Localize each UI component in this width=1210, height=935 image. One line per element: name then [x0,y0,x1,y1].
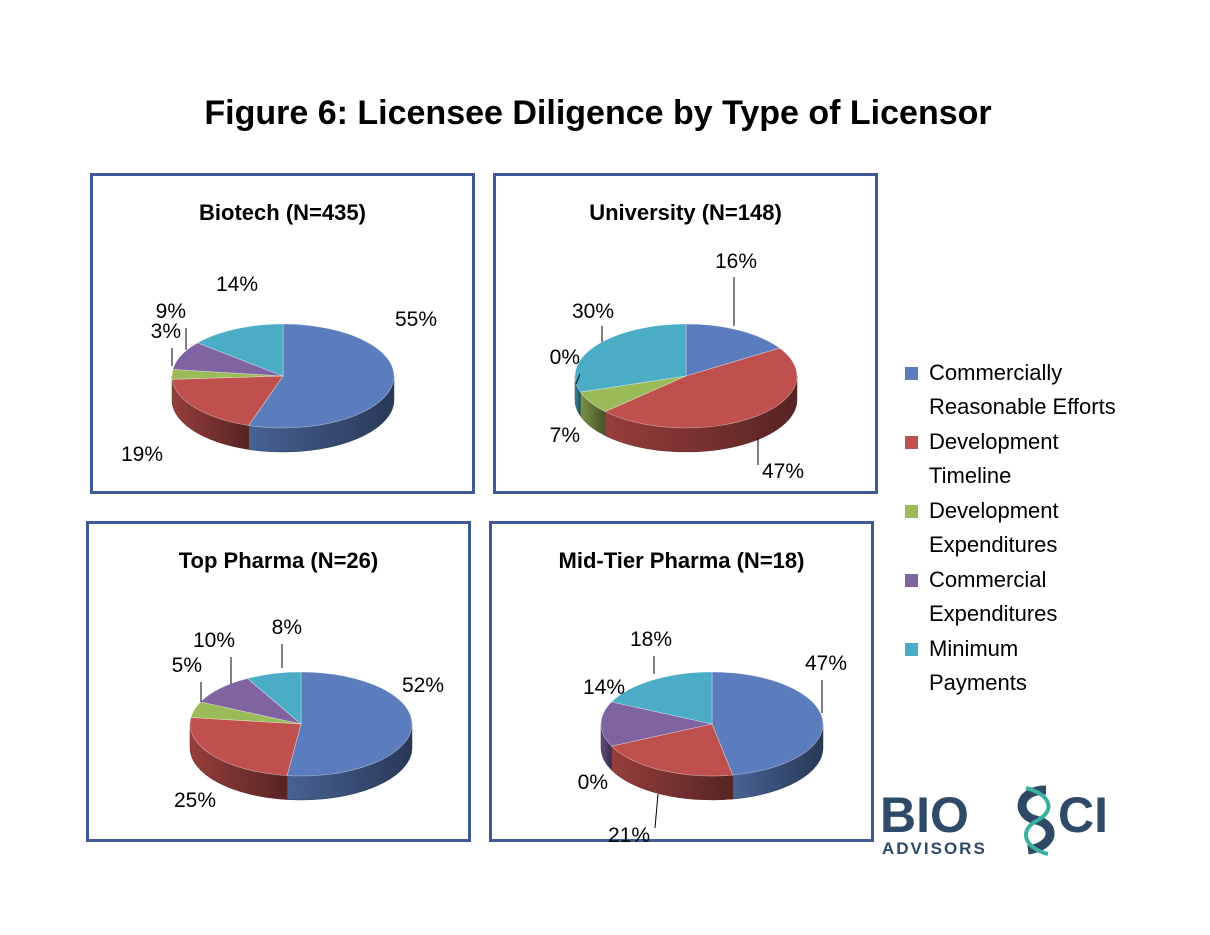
leader-line [654,793,659,829]
data-label: 25% [174,789,216,812]
data-label: 0% [550,346,580,369]
pie-slice-0 [248,323,395,429]
data-label: 55% [395,308,437,331]
logo-subtext: ADVISORS [882,839,987,858]
data-label: 52% [402,674,444,697]
pie-slice-4 [610,671,713,725]
legend-swatch [905,505,918,518]
pie-slice-4 [246,671,302,725]
data-label: 8% [272,616,302,639]
chart-title: Biotech (N=435) [199,200,366,225]
data-label: 5% [172,654,202,677]
chart-title: Top Pharma (N=26) [178,548,379,573]
data-label: 9% [156,300,186,323]
pie-slice-0 [286,671,413,777]
pie-slice-0 [685,323,781,377]
pie-slice-3 [600,701,713,747]
data-label: 14% [216,273,258,296]
data-label: 14% [583,676,625,699]
leader-line [575,373,581,385]
legend: Commercially Reasonable Efforts Developm… [905,356,1205,701]
data-label: 47% [762,460,804,483]
legend-label: Commercial Expenditures [929,567,1058,626]
pie-slice-1 [610,723,734,777]
data-label: 47% [805,652,847,675]
pie-slice-1 [171,375,284,426]
data-label: 30% [572,300,614,323]
pie-chart: 16% 47% 7% 0% 30% [550,250,804,483]
legend-item: Commercially Reasonable Efforts [905,356,1205,424]
chart-panel-top-pharma: Top Pharma (N=26) 52% 25% 5% 10% 8% [86,521,471,842]
bio-sci-advisors-logo: BIO CI ADVISORS [880,785,1108,858]
legend-label: Commercially Reasonable Efforts [929,360,1116,419]
legend-swatch [905,436,918,449]
data-label: 10% [193,629,235,652]
logo-text-right: CI [1058,787,1108,843]
legend-label: Development Expenditures [929,498,1059,557]
pie-chart: 55% 19% 3%9% 14% [121,273,437,466]
legend-item: Development Timeline [905,425,1205,493]
data-label: 7% [550,424,580,447]
data-label: 0% [578,771,608,794]
legend-item: Minimum Payments [905,632,1205,700]
data-label: 18% [630,628,672,651]
pie-slice-4 [196,323,284,377]
chart-panel-university: University (N=148) 16% 47% 7% 0% 30% [493,173,878,494]
chart-panel-mid-tier-pharma: Mid-Tier Pharma (N=18) 47% 21% 0% 14% 18% [489,521,874,847]
helix-strand-teal [1024,786,1051,856]
figure-title: Figure 6: Licensee Diligence by Type of … [204,94,992,132]
logo-text-left: BIO [880,787,969,843]
data-label: 21% [608,824,650,847]
pie-chart: 52% 25% 5%10% 8% [172,616,444,812]
legend-swatch [905,367,918,380]
chart-title: Mid-Tier Pharma (N=18) [558,548,805,573]
data-label: 16% [715,250,757,273]
pie-chart: 47% 21% 0% 14% 18% [578,628,847,847]
data-label: 3% [151,320,181,343]
pie-slice-0 [711,671,824,776]
chart-title: University (N=148) [589,200,782,225]
pie-slice-1 [189,717,302,776]
pie-slice-4 [574,323,687,393]
legend-label: Minimum Payments [929,636,1027,695]
pie-slice-1 [604,347,798,429]
data-label: 19% [121,443,163,466]
legend-item: Commercial Expenditures [905,563,1205,631]
legend-label: Development Timeline [929,429,1059,488]
legend-swatch [905,574,918,587]
legend-swatch [905,643,918,656]
legend-item: Development Expenditures [905,494,1205,562]
chart-panel-biotech: Biotech (N=435) 55% 19% 3% 9% 14% [90,173,475,494]
